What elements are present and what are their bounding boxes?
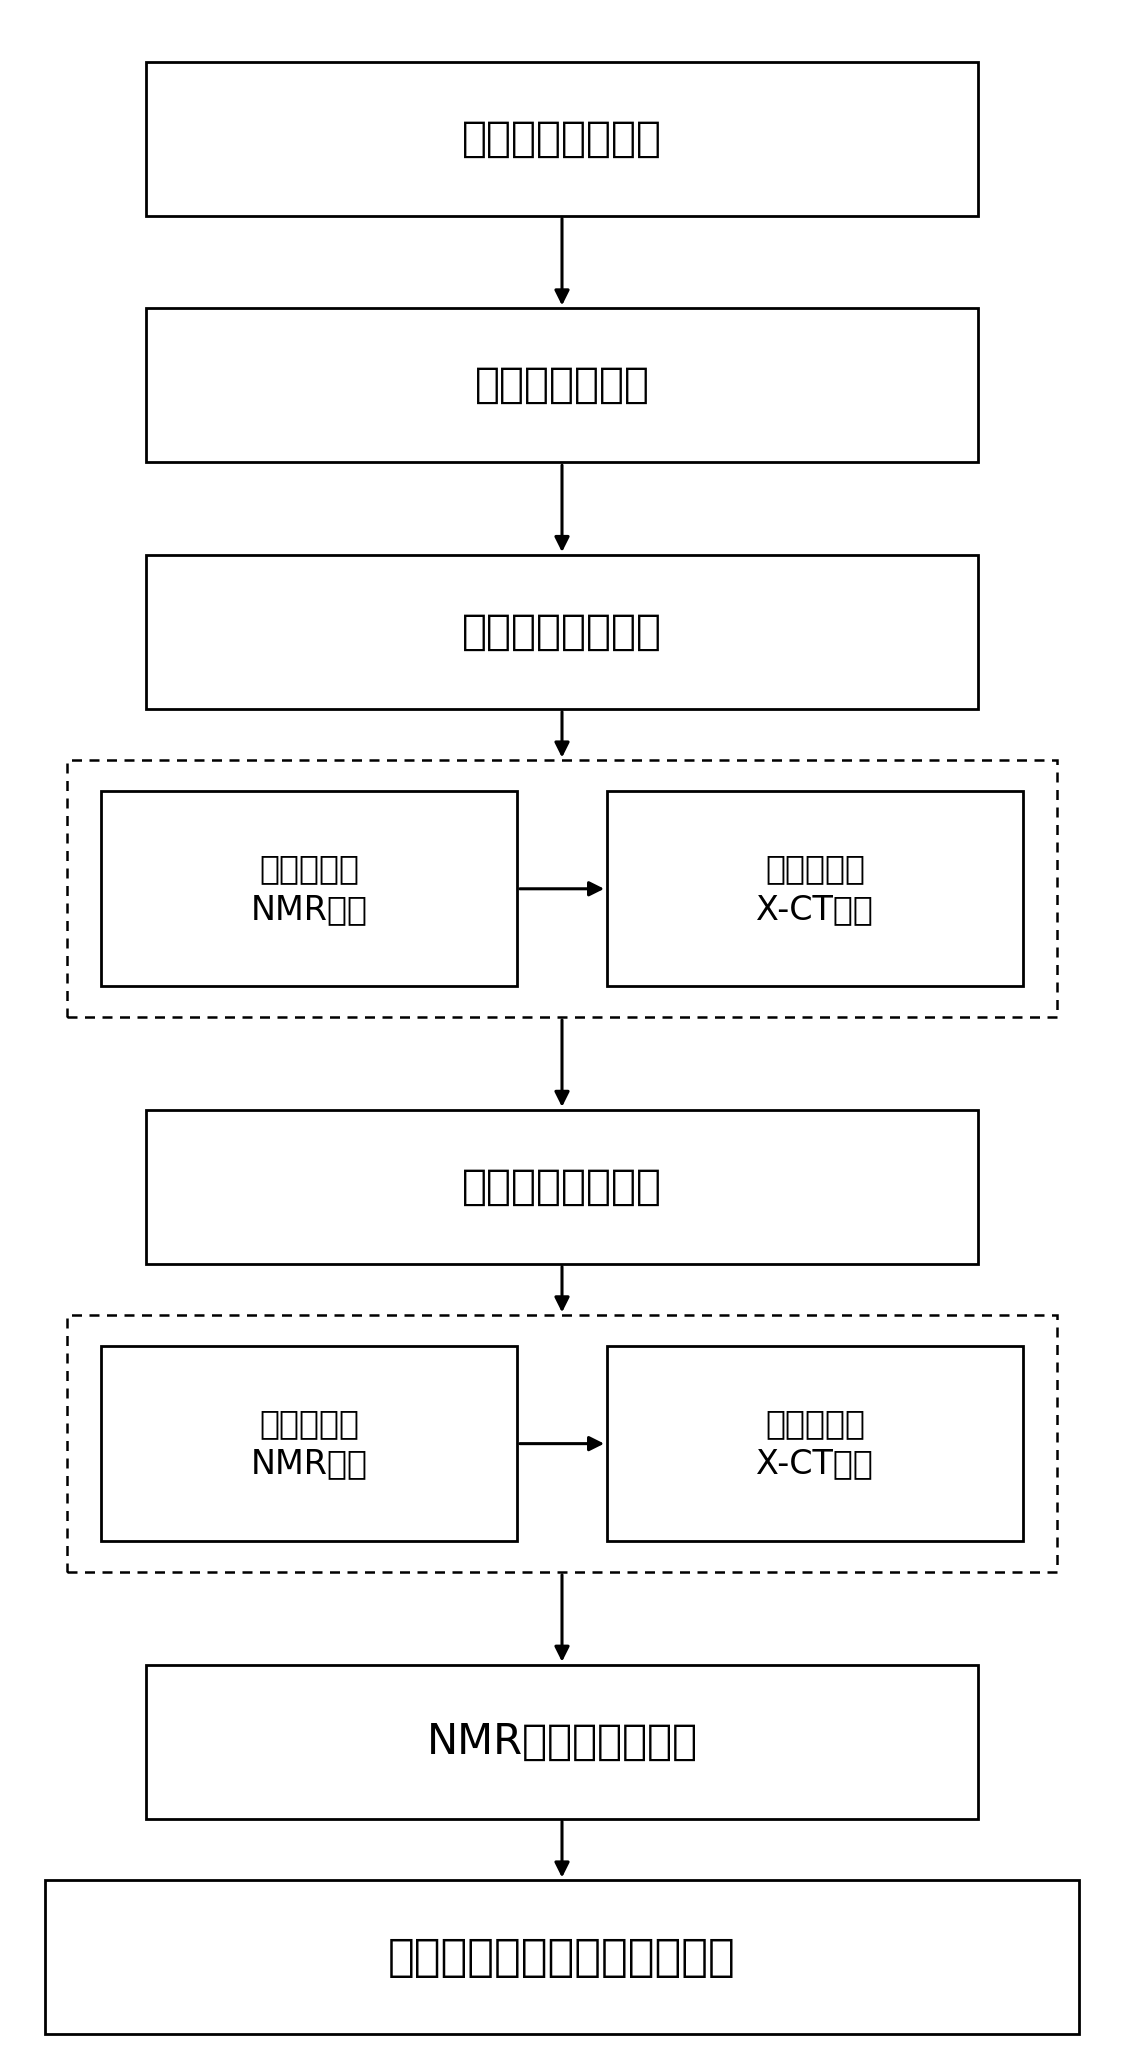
Text: 水合物生成和分解: 水合物生成和分解 [462, 1165, 662, 1208]
Text: 沉积物样品
X-CT扫描: 沉积物样品 X-CT扫描 [756, 1408, 873, 1480]
Text: 沉积物样品
NMR扫描: 沉积物样品 NMR扫描 [251, 1408, 368, 1480]
Bar [146, 1665, 978, 1819]
Bar [101, 1346, 517, 1541]
Bar [607, 791, 1023, 986]
Text: 样品抽真空、饱和: 样品抽真空、饱和 [462, 610, 662, 653]
Text: NMR弛豫信号量标定: NMR弛豫信号量标定 [426, 1720, 698, 1763]
Text: 沉积物样品
X-CT扫描: 沉积物样品 X-CT扫描 [756, 853, 873, 925]
Bar [146, 62, 978, 216]
Text: 沉积物样品安装: 沉积物样品安装 [474, 364, 650, 407]
Bar [146, 1110, 978, 1264]
Text: 检验装置的气密性: 检验装置的气密性 [462, 117, 662, 160]
Bar [146, 555, 978, 709]
Bar [45, 1880, 1079, 2034]
Text: 含水合物沉积物孔隙特征规律: 含水合物沉积物孔隙特征规律 [388, 1936, 736, 1979]
Text: 沉积物样品
NMR扫描: 沉积物样品 NMR扫描 [251, 853, 368, 925]
Bar [67, 1315, 1057, 1572]
Bar [607, 1346, 1023, 1541]
Bar [146, 308, 978, 462]
Bar [67, 760, 1057, 1017]
Bar [101, 791, 517, 986]
